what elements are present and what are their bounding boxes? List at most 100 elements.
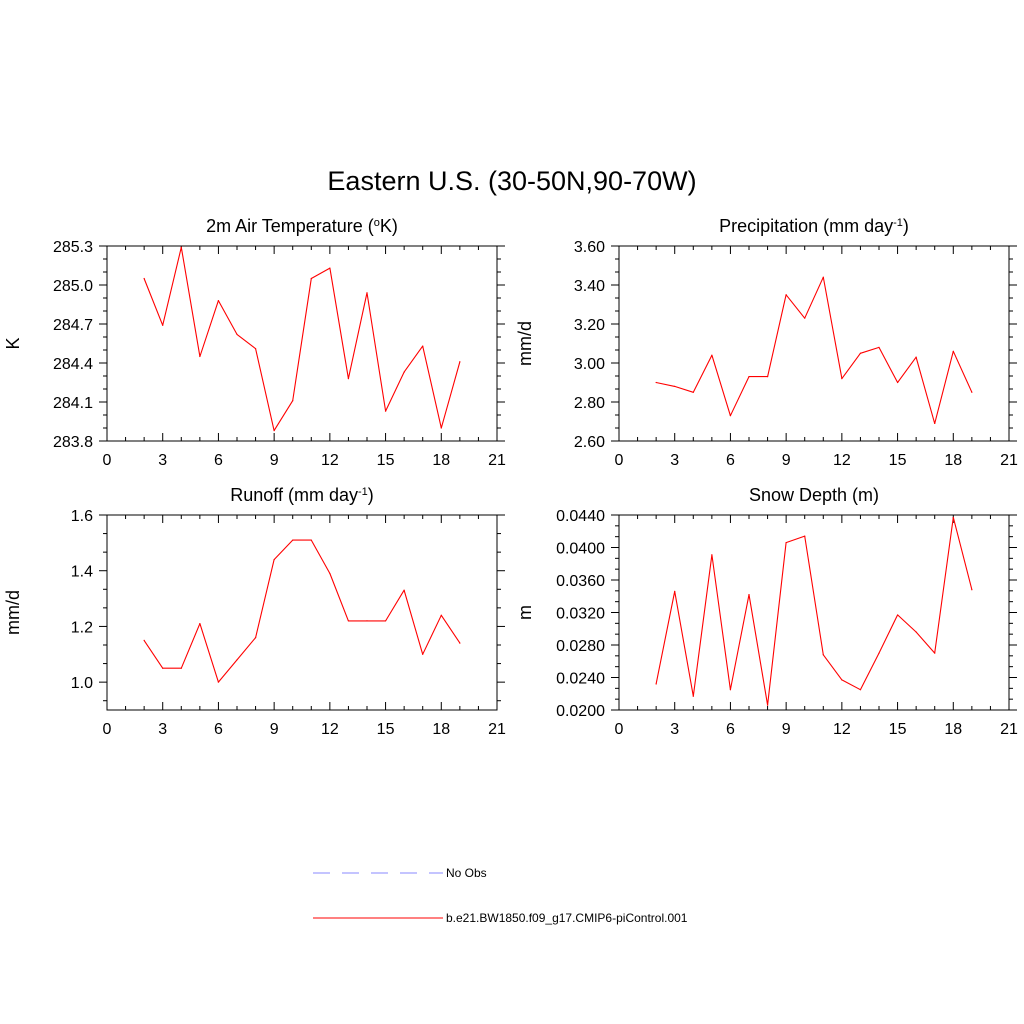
data-point xyxy=(748,594,750,596)
panel-title: 2m Air Temperature (oK) xyxy=(206,216,398,236)
data-point xyxy=(236,659,238,661)
data-point xyxy=(403,371,405,373)
panel-3: Snow Depth (m) m 0 3 6 9 12 15 18 21 0.0200 0.0240 0… xyxy=(515,485,1018,738)
data-point xyxy=(878,652,880,654)
y-tick-label: 0.0240 xyxy=(556,671,605,688)
x-tick-label: 9 xyxy=(782,721,791,738)
data-point xyxy=(915,356,917,358)
data-point xyxy=(748,376,750,378)
x-tick-label: 6 xyxy=(214,452,223,469)
data-point xyxy=(143,277,145,280)
x-tick-label: 9 xyxy=(270,721,279,738)
data-point xyxy=(785,294,787,296)
data-point xyxy=(384,620,387,622)
data-point xyxy=(273,558,275,561)
y-tick-label: 284.1 xyxy=(53,395,93,412)
data-point xyxy=(655,381,657,384)
y-tick-label: 3.40 xyxy=(574,278,605,295)
x-tick-label: 18 xyxy=(944,721,962,738)
data-point xyxy=(896,381,899,384)
data-point xyxy=(841,378,843,380)
data-point xyxy=(422,653,424,655)
panel-title-part: Snow Depth (m) xyxy=(749,485,879,505)
x-tick-label: 0 xyxy=(103,721,112,738)
data-point xyxy=(804,535,806,537)
y-axis-label: K xyxy=(3,337,23,349)
x-tick-label: 12 xyxy=(321,452,339,469)
data-point xyxy=(162,324,164,326)
y-tick-label: 283.8 xyxy=(53,434,93,451)
data-point xyxy=(952,516,954,519)
panel-title-part: -1 xyxy=(893,217,903,229)
data-point xyxy=(347,620,350,622)
plot-frame xyxy=(618,514,1010,711)
panel-title-part: -1 xyxy=(358,486,368,498)
panel-title-part: Precipitation (mm day xyxy=(719,216,893,236)
x-tick-label: 18 xyxy=(944,452,962,469)
data-point xyxy=(217,300,220,302)
x-tick-label: 12 xyxy=(833,452,851,469)
data-point xyxy=(711,554,713,556)
y-tick-label: 284.7 xyxy=(53,317,93,334)
x-tick-label: 3 xyxy=(670,721,679,738)
x-tick-label: 3 xyxy=(158,721,167,738)
data-point xyxy=(952,350,954,352)
data-point xyxy=(162,667,164,669)
data-point xyxy=(292,400,294,402)
x-tick-label: 9 xyxy=(270,452,279,469)
data-point xyxy=(440,427,442,429)
data-point xyxy=(804,317,806,319)
legend-model-label: b.e21.BW1850.f09_g17.CMIP6-piControl.001 xyxy=(446,911,688,925)
x-tick-label: 3 xyxy=(158,452,167,469)
data-point xyxy=(422,345,424,347)
x-tick-label: 21 xyxy=(488,721,506,738)
x-tick-label: 0 xyxy=(615,452,624,469)
panel-title-part: 2m Air Temperature ( xyxy=(206,216,374,236)
x-tick-label: 21 xyxy=(1000,452,1018,469)
x-tick-label: 18 xyxy=(432,452,450,469)
y-tick-label: 1.0 xyxy=(71,675,93,692)
data-point xyxy=(934,422,936,425)
panel-title: Precipitation (mm day-1) xyxy=(719,216,909,236)
y-tick-label: 1.2 xyxy=(71,619,93,636)
x-tick-label: 6 xyxy=(726,721,735,738)
data-point xyxy=(459,361,461,363)
panel-title-part: Runoff (mm day xyxy=(230,485,358,505)
panel-title: Snow Depth (m) xyxy=(749,485,879,505)
data-point xyxy=(292,539,294,541)
x-tick-label: 15 xyxy=(889,721,907,738)
y-axis-label: mm/d xyxy=(3,590,23,635)
data-point xyxy=(329,267,331,269)
x-tick-label: 9 xyxy=(782,452,791,469)
data-point xyxy=(199,623,201,625)
data-point xyxy=(254,348,257,350)
x-tick-label: 21 xyxy=(1000,721,1018,738)
data-point xyxy=(329,572,331,575)
x-tick-label: 18 xyxy=(432,721,450,738)
y-tick-label: 3.60 xyxy=(574,239,605,256)
data-point xyxy=(934,652,936,654)
data-point xyxy=(403,589,405,591)
y-tick-label: 0.0360 xyxy=(556,573,605,590)
y-tick-label: 1.6 xyxy=(71,508,93,525)
data-point xyxy=(766,704,769,706)
panel-2: Runoff (mm day-1) mm/d 0 3 6 9 12 15 18 21 1.0 1.2 1… xyxy=(3,485,506,738)
x-tick-label: 15 xyxy=(377,721,395,738)
series-line-0 xyxy=(655,516,973,706)
x-tick-label: 6 xyxy=(214,721,223,738)
data-point xyxy=(199,355,201,358)
series-line-0 xyxy=(655,276,973,425)
data-point xyxy=(878,346,880,348)
data-point xyxy=(822,276,824,278)
data-point xyxy=(384,410,387,412)
x-tick-label: 0 xyxy=(103,452,112,469)
legend: No Obs b.e21.BW1850.f09_g17.CMIP6-piCont… xyxy=(313,866,688,925)
data-point xyxy=(711,354,713,356)
x-tick-label: 12 xyxy=(321,721,339,738)
panel-title-part: ) xyxy=(903,216,909,236)
y-tick-label: 2.60 xyxy=(574,434,605,451)
legend-obs-label: No Obs xyxy=(446,866,487,880)
data-point xyxy=(785,542,787,544)
data-point xyxy=(310,539,312,541)
